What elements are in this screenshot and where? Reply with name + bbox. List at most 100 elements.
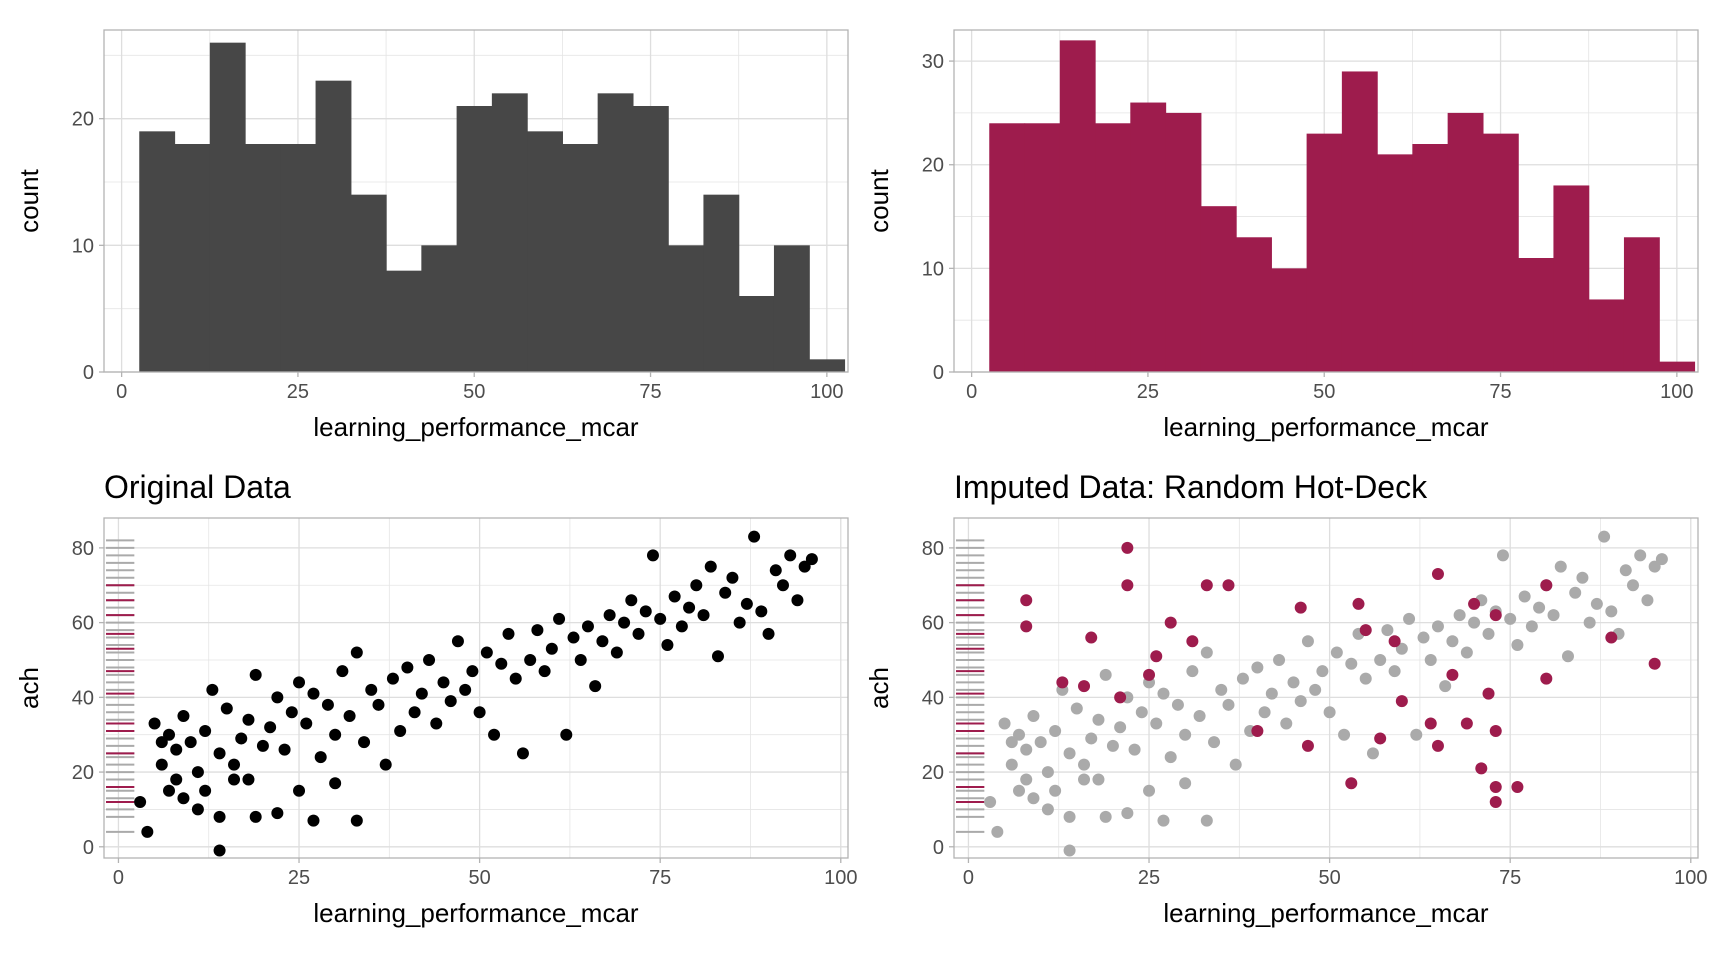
histogram-bar: [527, 131, 563, 372]
scatter-point: [336, 665, 349, 678]
scatter-point-observed: [1460, 646, 1473, 659]
scatter-point: [755, 605, 768, 618]
scatter-point-observed: [1027, 710, 1040, 723]
scatter-point-observed: [1381, 624, 1394, 637]
scatter-point: [177, 792, 190, 805]
x-tick-label: 100: [824, 867, 857, 889]
scatter-point-observed: [1374, 653, 1387, 666]
scatter-point: [365, 683, 378, 696]
scatter-point-observed: [1092, 713, 1105, 726]
scatter-point-observed: [1200, 814, 1213, 827]
scatter-point-observed: [1388, 665, 1401, 678]
scatter-point-imputed: [1121, 541, 1134, 554]
scatter-point-imputed: [1143, 668, 1156, 681]
scatter-point-imputed: [1020, 620, 1033, 633]
scatter-point-observed: [1338, 728, 1351, 741]
scatter-point-observed: [1049, 784, 1062, 797]
scatter-point-imputed: [1468, 597, 1481, 610]
x-tick-label: 0: [963, 867, 974, 889]
x-tick-label: 25: [1137, 381, 1159, 403]
scatter-point: [358, 736, 371, 749]
scatter-point-observed: [1070, 702, 1083, 715]
scatter-point: [184, 736, 197, 749]
scatter-point-imputed: [1186, 635, 1199, 648]
scatter-point-imputed: [1164, 616, 1177, 629]
scatter-point: [553, 612, 566, 625]
histogram-bar: [1341, 71, 1378, 373]
scatter-point: [213, 810, 226, 823]
scatter-point: [386, 672, 399, 685]
scatter-point: [668, 590, 681, 603]
scatter-point: [473, 706, 486, 719]
histogram-bar: [1200, 206, 1237, 372]
scatter-point: [589, 680, 602, 693]
scatter-point: [459, 683, 472, 696]
scatter-point-observed: [1106, 739, 1119, 752]
scatter-point: [632, 627, 645, 640]
scatter-point: [596, 635, 609, 648]
scatter-point-observed: [1013, 728, 1026, 741]
scatter-point-observed: [1619, 564, 1632, 577]
scatter-point-imputed: [1251, 724, 1264, 737]
scatter-point-observed: [1078, 773, 1091, 786]
scatter-point-observed: [1157, 814, 1170, 827]
plot-frame: [953, 517, 1699, 859]
scatter-point-observed: [1554, 560, 1567, 573]
scatter-point-observed: [1208, 736, 1221, 749]
scatter-point-observed: [1034, 736, 1047, 749]
chart-title: Imputed Data: Random Hot-Deck: [954, 469, 1428, 505]
scatter-point: [191, 766, 204, 779]
scatter-point-observed: [1114, 721, 1127, 734]
x-tick-label: 50: [463, 381, 485, 403]
y-tick-label: 10: [922, 258, 944, 280]
scatter-point: [603, 609, 616, 622]
scatter-point-observed: [1013, 784, 1026, 797]
y-tick-label: 30: [922, 51, 944, 73]
scatter-point: [350, 814, 363, 827]
scatter-point-imputed: [1121, 579, 1134, 592]
scatter-point-observed: [998, 717, 1011, 730]
scatter-point: [206, 683, 219, 696]
y-tick-label: 0: [83, 362, 94, 384]
scatter-point: [285, 706, 298, 719]
scatter-point: [177, 710, 190, 723]
scatter-point-observed: [1258, 706, 1271, 719]
scatter-point-observed: [1128, 743, 1141, 756]
plot-frame: [103, 517, 849, 859]
scatter-point-observed: [1186, 665, 1199, 678]
histogram-bar: [668, 245, 705, 372]
scatter-point-observed: [1648, 560, 1661, 573]
scatter-point: [235, 732, 248, 745]
scatter-point: [199, 784, 212, 797]
scatter-point-observed: [1020, 743, 1033, 756]
scatter-point-observed: [1063, 810, 1076, 823]
scatter-point-observed: [1410, 728, 1423, 741]
scatter-point: [155, 736, 168, 749]
scatter-point: [740, 597, 753, 610]
scatter-point-observed: [1547, 609, 1560, 622]
scatter-point: [545, 642, 558, 655]
scatter-point-observed: [1092, 773, 1105, 786]
histogram-bar: [1306, 133, 1343, 372]
x-tick-label: 75: [1499, 867, 1521, 889]
scatter-point-imputed: [1374, 732, 1387, 745]
scatter-point: [307, 687, 320, 700]
scatter-point-imputed: [1648, 657, 1661, 670]
scatter-point-observed: [1482, 627, 1495, 640]
scatter-point: [307, 814, 320, 827]
scatter-point-imputed: [1540, 672, 1553, 685]
scatter-point-imputed: [1511, 781, 1524, 794]
x-axis-title: learning_performance_mcar: [313, 412, 639, 442]
scatter-point-observed: [1215, 683, 1228, 696]
scatter-point-observed: [1403, 612, 1416, 625]
scatter-point-imputed: [1605, 631, 1618, 644]
x-axis-title: learning_performance_mcar: [313, 898, 639, 928]
x-tick-label: 75: [1489, 381, 1511, 403]
scatter-point: [516, 747, 529, 760]
y-tick-label: 60: [922, 613, 944, 635]
histogram-observed: 0 25 50 75 100 0 10 20 learning_performance_mcar…: [14, 29, 849, 442]
y-tick-label: 80: [922, 538, 944, 560]
scatter-point: [170, 773, 183, 786]
scatter-point: [574, 653, 587, 666]
